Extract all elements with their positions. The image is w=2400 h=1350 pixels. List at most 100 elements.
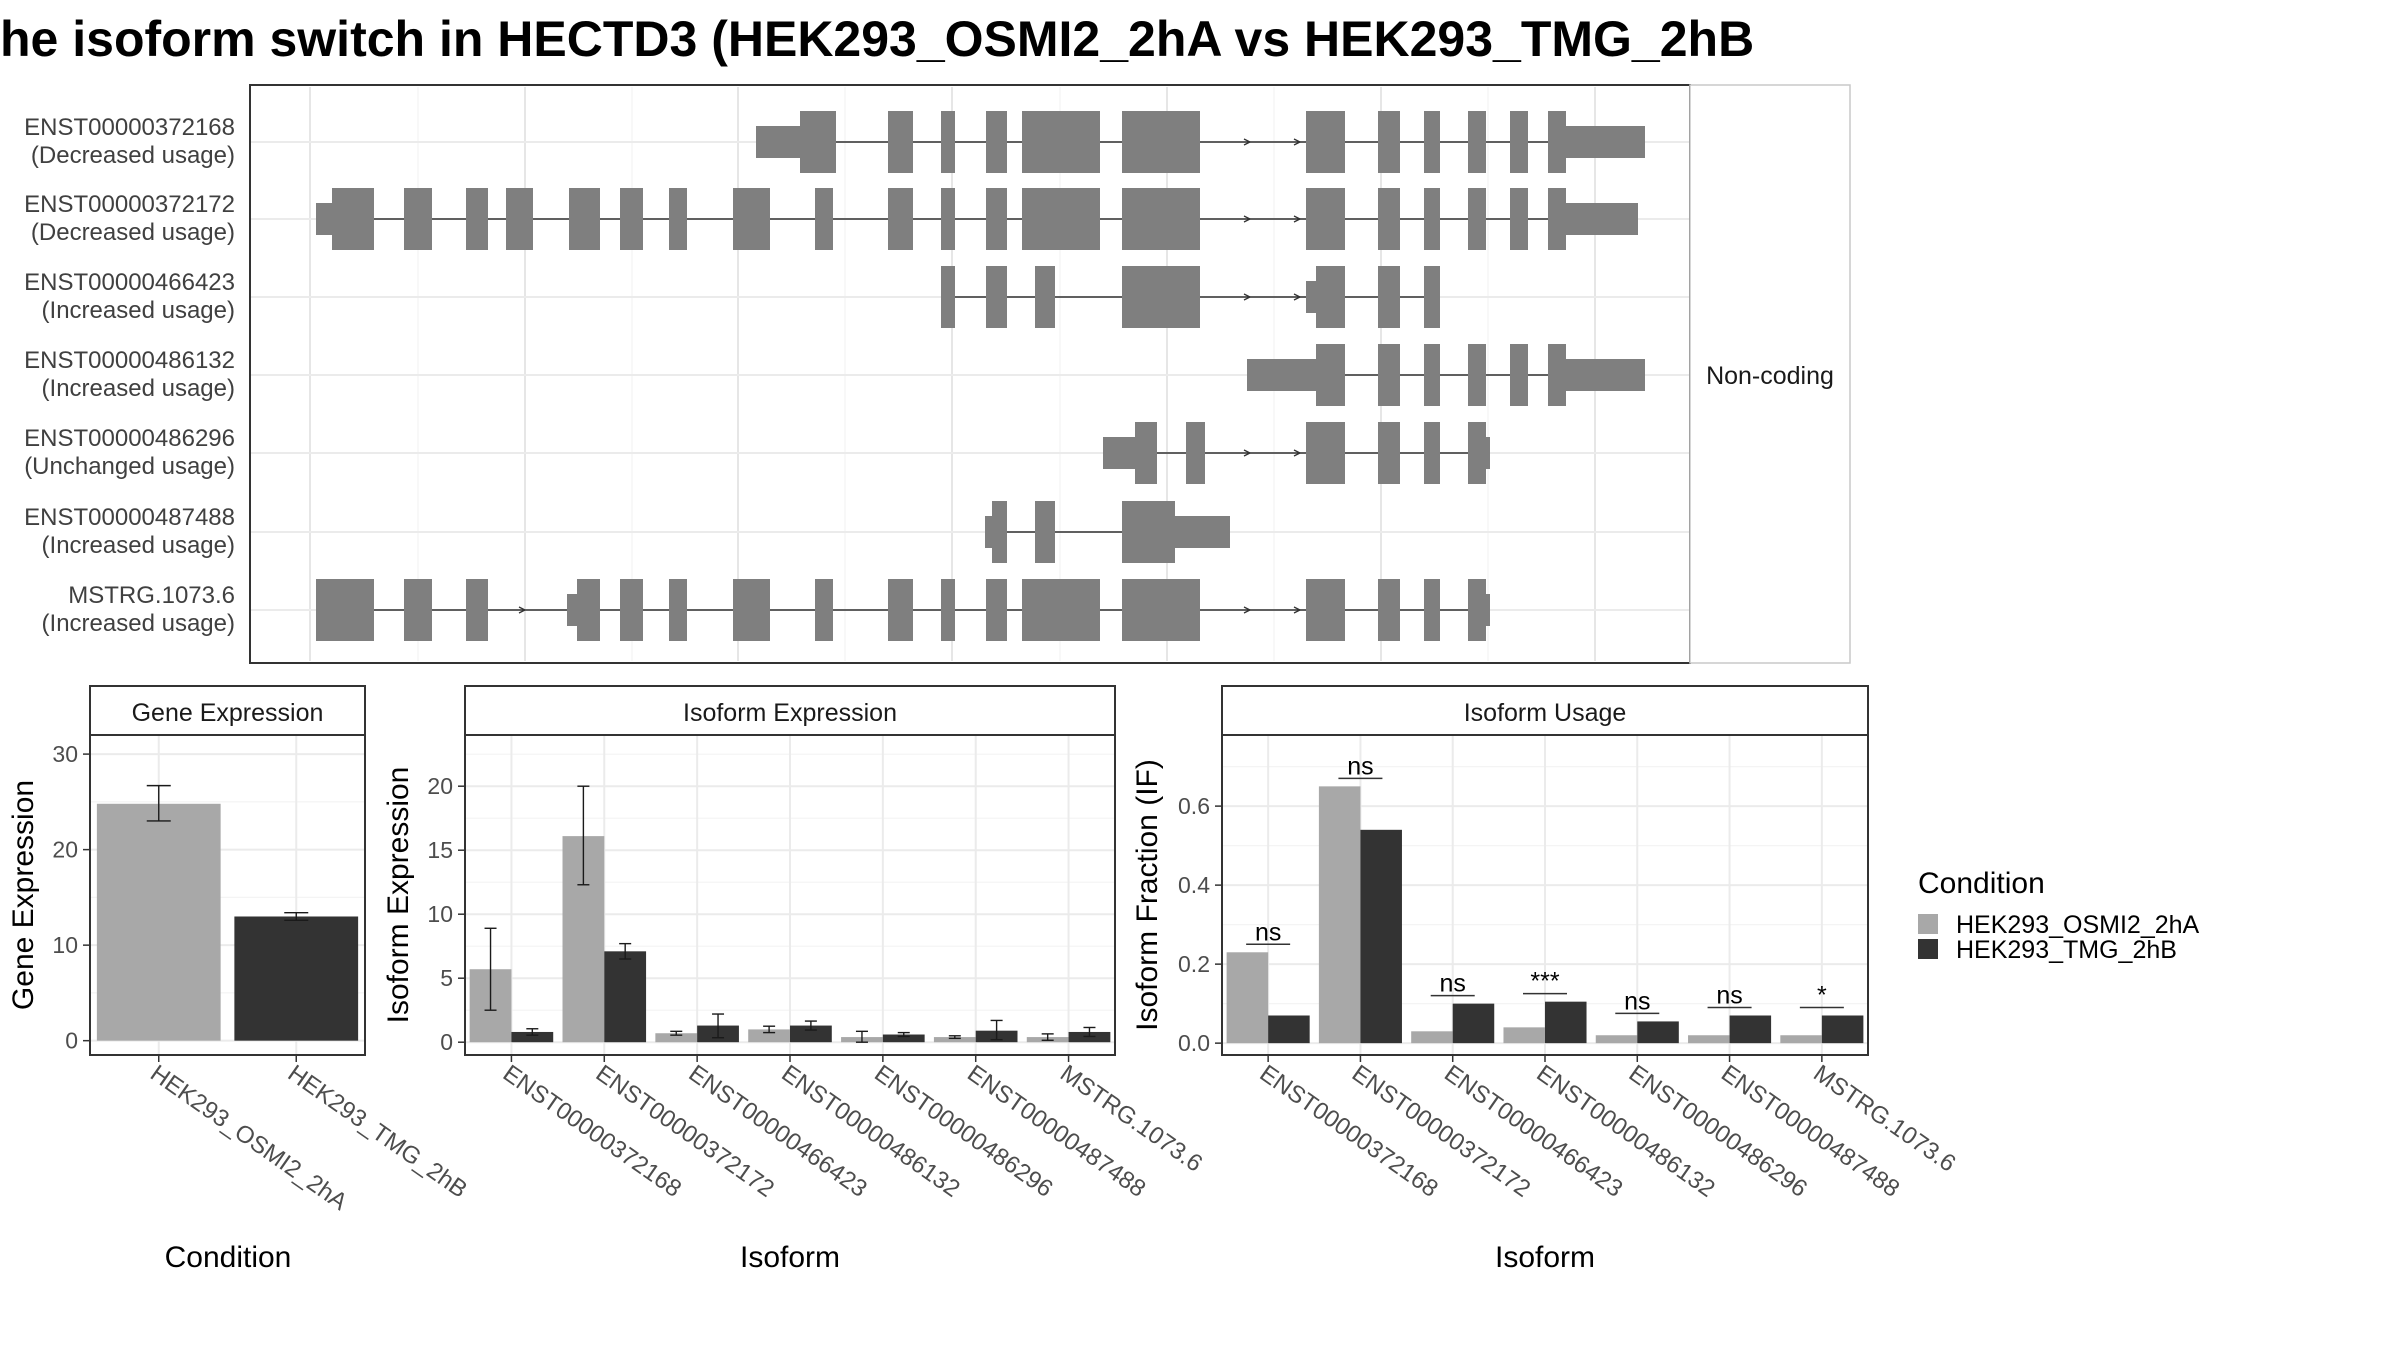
exon-block <box>1122 111 1200 173</box>
bar <box>790 1025 832 1043</box>
significance-label: * <box>1817 981 1827 1009</box>
x-axis-title: Condition <box>165 1241 292 1274</box>
facet-strip-label: Gene Expression <box>132 699 324 727</box>
y-tick-label: 30 <box>52 741 78 767</box>
exon-block <box>941 579 955 641</box>
bar <box>1411 1031 1453 1044</box>
exon-block <box>1035 266 1055 328</box>
exon-block <box>1510 344 1528 406</box>
transcript-usage-label: (Increased usage) <box>42 297 235 324</box>
strand-arrow <box>1293 138 1302 146</box>
strand-arrow <box>1293 606 1302 614</box>
exon-block <box>941 266 955 328</box>
exon-block <box>577 579 600 641</box>
bar <box>1226 952 1269 1044</box>
y-tick-label: 20 <box>427 773 453 799</box>
transcript-id-label: ENST00000486296 <box>24 425 235 452</box>
exon-block <box>1186 422 1205 484</box>
exon-block <box>1378 111 1400 173</box>
exon-block <box>1468 111 1486 173</box>
transcript-usage-label: (Decreased usage) <box>31 142 235 169</box>
exon-block <box>1424 422 1440 484</box>
significance-label: ns <box>1624 987 1650 1015</box>
exon-block <box>1378 266 1400 328</box>
exon-block <box>1306 579 1345 641</box>
exon-block <box>941 111 955 173</box>
exon-block <box>1548 188 1566 250</box>
exon-block <box>669 579 687 641</box>
exon-block <box>1122 579 1200 641</box>
transcript-usage-label: (Increased usage) <box>42 375 235 402</box>
bar <box>234 916 359 1041</box>
exon-block <box>1022 111 1100 173</box>
exon-block <box>1424 188 1440 250</box>
exon-block <box>669 188 687 250</box>
bar <box>1688 1035 1730 1044</box>
utr-segment <box>1306 281 1316 313</box>
y-tick-label: 0.2 <box>1178 951 1210 977</box>
facet-strip <box>1221 685 1869 736</box>
y-tick-label: 0.4 <box>1178 872 1210 898</box>
utr-segment <box>1175 516 1230 548</box>
bar <box>511 1031 554 1043</box>
exon-block <box>815 579 833 641</box>
transcript-row <box>250 501 1690 563</box>
facet-strip-label: Isoform Expression <box>683 699 897 727</box>
y-axis-title: Gene Expression <box>7 780 40 1010</box>
utr-segment <box>985 516 992 548</box>
facet-strip <box>89 685 366 736</box>
utr-segment <box>567 594 577 626</box>
transcript-row <box>250 422 1690 484</box>
legend-swatch-cond-a <box>1918 914 1938 934</box>
utr-segment <box>1486 594 1490 626</box>
bar <box>96 803 221 1041</box>
exon-block <box>888 111 913 173</box>
transcript-id-label: MSTRG.1073.6 <box>68 582 235 609</box>
legend-label-cond-a: HEK293_OSMI2_2hA <box>1956 911 2200 939</box>
y-tick-label: 0 <box>440 1029 453 1055</box>
transcript-structure-panel: Non-coding ENST00000372168(Decreased usa… <box>24 84 1851 664</box>
exon-block <box>888 579 913 641</box>
exon-block <box>404 188 432 250</box>
y-tick-label: 0.6 <box>1178 793 1210 819</box>
significance-label: ns <box>1716 981 1742 1009</box>
exon-block <box>1306 422 1345 484</box>
transcript-row <box>250 579 1690 641</box>
exon-block <box>888 188 913 250</box>
exon-block <box>986 266 1007 328</box>
exon-block <box>1424 579 1440 641</box>
y-axis-title: Isoform Fraction (IF) <box>1131 759 1164 1031</box>
bar <box>1637 1021 1679 1044</box>
exon-block <box>1548 111 1566 173</box>
legend-label-cond-b: HEK293_TMG_2hB <box>1956 936 2177 964</box>
bar <box>604 951 647 1043</box>
exon-block <box>506 188 533 250</box>
exon-block <box>1468 579 1486 641</box>
exon-block <box>466 188 488 250</box>
legend-swatch-cond-b <box>1918 939 1938 959</box>
exon-block <box>1424 344 1440 406</box>
strand-arrow <box>1243 138 1252 146</box>
exon-block <box>1306 188 1345 250</box>
exon-block <box>1316 266 1345 328</box>
significance-label: ns <box>1347 752 1373 780</box>
exon-block <box>733 188 770 250</box>
exon-block <box>815 188 833 250</box>
utr-segment <box>1486 437 1490 469</box>
exon-block <box>620 579 643 641</box>
exon-block <box>1306 111 1345 173</box>
exon-block <box>1468 188 1486 250</box>
significance-label: *** <box>1530 968 1559 996</box>
exon-block <box>569 188 600 250</box>
transcript-id-label: ENST00000372172 <box>24 191 235 218</box>
exon-block <box>1548 344 1566 406</box>
exon-block <box>1022 188 1100 250</box>
utr-segment <box>1103 437 1135 469</box>
x-axis-title: Isoform <box>1495 1241 1595 1274</box>
panel-border <box>89 734 366 1056</box>
y-tick-label: 10 <box>52 932 78 958</box>
y-tick-label: 15 <box>427 837 453 863</box>
exon-block <box>1510 188 1528 250</box>
transcript-id-label: ENST00000466423 <box>24 269 235 296</box>
